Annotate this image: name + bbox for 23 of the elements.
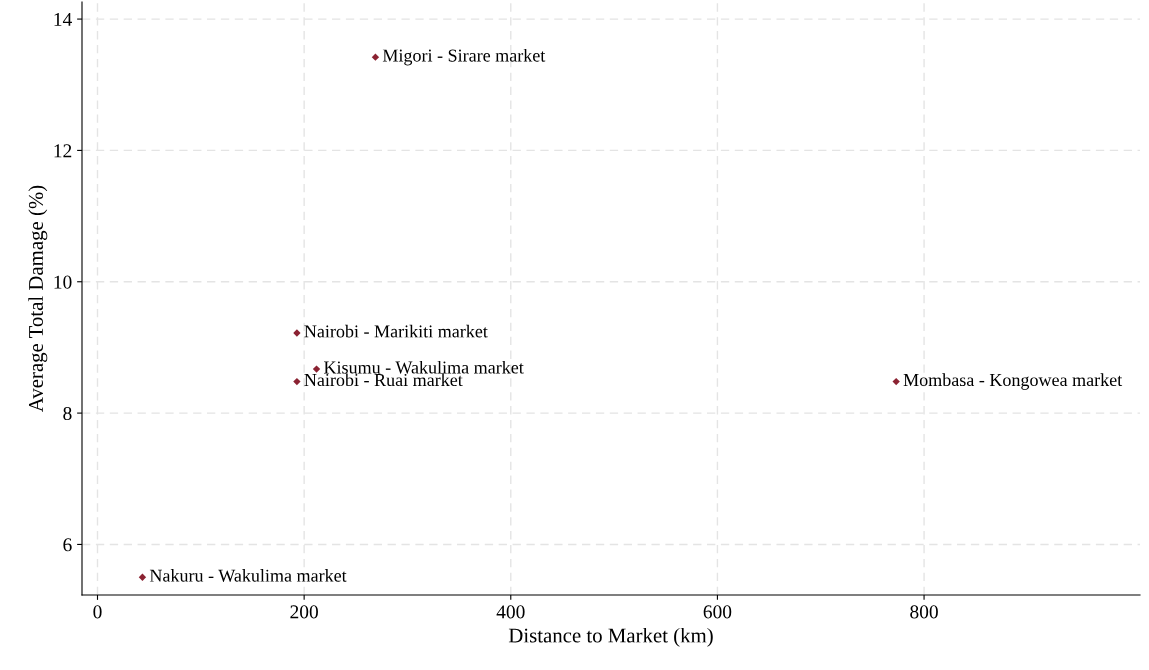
x-tick-label: 200 — [290, 605, 318, 619]
annotation: Migori - Sirare market — [382, 48, 546, 66]
annotation: Nairobi - Ruai market — [304, 373, 463, 387]
point — [138, 573, 147, 581]
y-tick-label: 6 — [63, 538, 72, 552]
annotation: Nairobi - Marikiti market — [304, 324, 488, 338]
point — [371, 53, 380, 61]
point — [293, 377, 301, 386]
x-tick-label: 0 — [93, 605, 102, 619]
x-axis-title: Distance to Market (km) — [508, 627, 713, 647]
x-tick-label: 400 — [496, 605, 525, 619]
annotation: Mombasa - Kongowea market — [903, 373, 1123, 390]
annotation: Kisumu - Wakulima market — [324, 360, 524, 374]
y-tick-label: 14 — [54, 12, 72, 26]
annotation: Nakuru - Wakulima market — [149, 569, 347, 582]
x-tick-label: 600 — [703, 605, 732, 619]
x-tick-label: 800 — [910, 605, 938, 619]
y-axis-title: Average Total Damage (%) — [28, 185, 48, 413]
y-tick-label: 12 — [54, 144, 72, 158]
y-tick-label: 8 — [63, 406, 72, 421]
point — [312, 365, 321, 373]
y-tick-label: 10 — [54, 275, 72, 289]
point — [892, 377, 900, 386]
